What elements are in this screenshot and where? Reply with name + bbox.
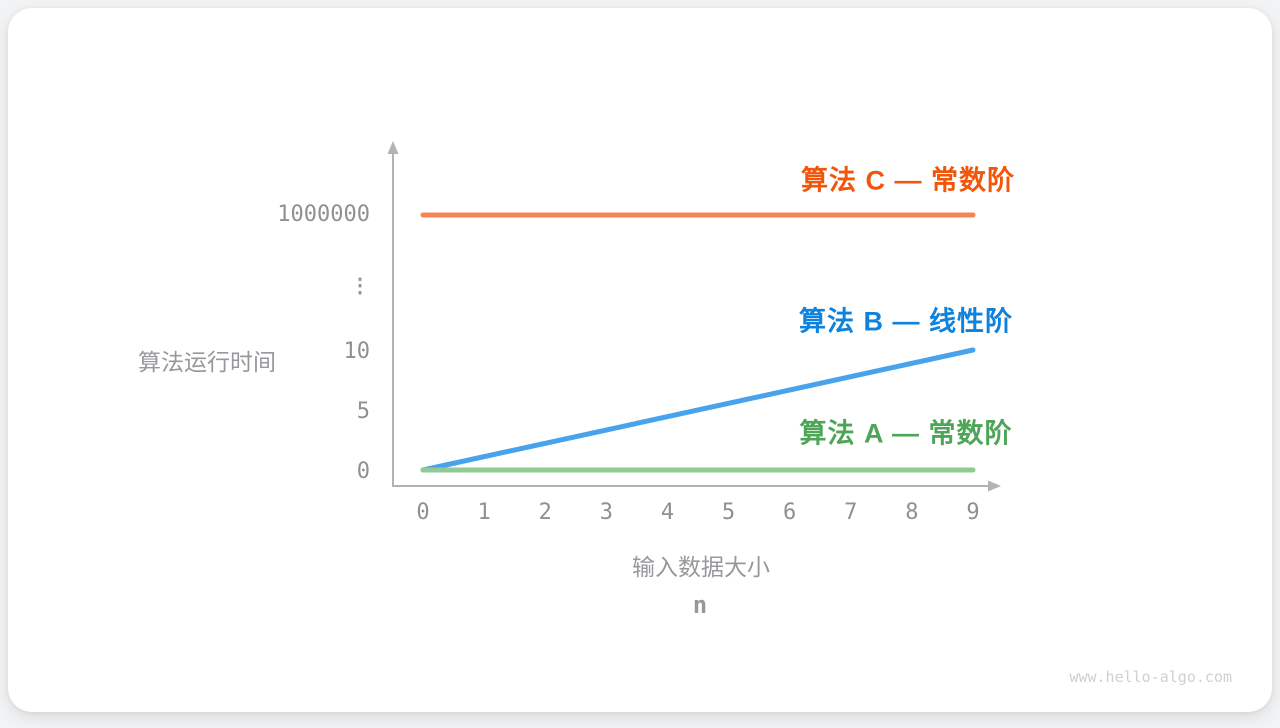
x-tick-label: 0 <box>416 500 430 525</box>
y-tick-label: 0 <box>356 459 370 484</box>
x-tick-label: 5 <box>721 500 736 525</box>
x-tick-label: 3 <box>599 500 613 525</box>
x-tick-label: 8 <box>905 500 919 525</box>
chart-canvas <box>387 141 1001 492</box>
series-label: 算法 A — 常数阶 <box>799 418 1013 449</box>
x-tick-label: 2 <box>538 500 552 525</box>
x-tick-label: 7 <box>844 500 858 525</box>
y-tick-label: 10 <box>343 339 371 364</box>
x-tick-label: 6 <box>783 500 797 525</box>
y-axis-break-icon: ⋮ <box>350 273 370 297</box>
watermark: www.hello-algo.com <box>1069 668 1232 686</box>
y-axis-title: 算法运行时间 <box>138 349 276 375</box>
x-tick-label: 1 <box>477 500 491 525</box>
x-tick-label: 9 <box>966 500 980 525</box>
figure-card: 算法运行时间 输入数据大小 n 算法 C — 常数阶 算法 B — 线性阶 算法 A… <box>8 8 1272 712</box>
y-axis-arrow-icon <box>387 141 399 154</box>
y-tick-label: 1000000 <box>277 202 370 227</box>
series-line <box>420 347 976 473</box>
x-axis-symbol: n <box>692 591 708 619</box>
x-axis-title: 输入数据大小 <box>632 554 770 580</box>
series-label: 算法 B — 线性阶 <box>798 306 1014 337</box>
x-axis-arrow-icon <box>988 480 1001 492</box>
x-tick-label: 4 <box>660 500 675 525</box>
series-label: 算法 C — 常数阶 <box>800 165 1016 196</box>
y-tick-label: 5 <box>356 399 370 424</box>
